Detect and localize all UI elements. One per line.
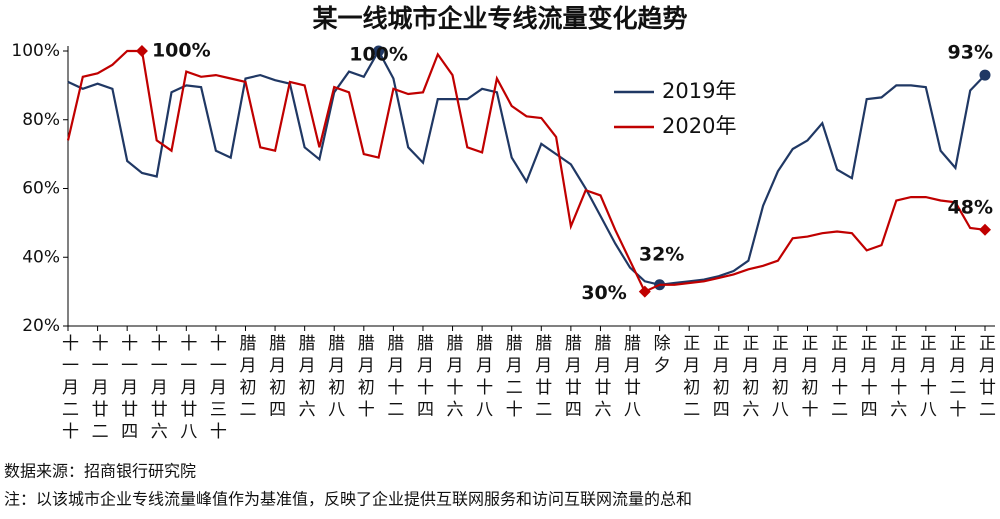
x-tick-label: 正月初四 [709,334,730,422]
data-label: 93% [948,42,993,64]
data-label: 32% [639,243,684,265]
series-line [67,48,986,286]
x-tick-label: 正月初二 [679,334,700,422]
x-tick-label: 腊月初六 [295,334,316,422]
x-tick-label: 腊月十四 [413,334,434,422]
legend-label: 2020年 [662,114,736,138]
x-tick-label: 腊月十二 [383,334,404,422]
x-tick-label: 腊月廿八 [620,334,641,422]
x-tick-label: 腊月廿二 [531,334,552,422]
x-tick-label: 腊月初十 [354,334,375,422]
x-tick-label: 正月十四 [857,334,878,422]
y-tick-label: 20% [22,316,60,336]
chart-title: 某一线城市企业专线流量变化趋势 [312,4,687,33]
footnote: 注：以该城市企业专线流量峰值作为基准值，反映了企业提供互联网服务和访问互联网流量… [4,490,692,509]
data-label: 100% [152,40,211,62]
point-marker [638,285,651,298]
y-tick-label: 40% [22,247,60,267]
x-tick-label: 正月十六 [886,334,907,422]
x-tick-label: 十一月廿四 [117,334,137,444]
legend-label: 2019年 [662,79,736,103]
x-tick-label: 腊月廿四 [561,334,582,422]
source-note: 数据来源：招商银行研究院 [4,462,196,481]
x-tick-label: 正月二十 [945,334,966,422]
x-tick-label: 十一月廿八 [176,334,197,444]
x-tick-label: 腊月初四 [265,334,286,422]
point-marker [979,223,991,236]
y-tick-label: 60% [22,179,60,199]
data-label: 30% [581,282,626,304]
point-marker [979,69,991,81]
x-tick-label: 腊月初二 [235,334,256,422]
series-line [66,49,986,294]
x-tick-label: 正月初八 [768,334,789,422]
x-tick-label: 腊月二十 [502,334,523,422]
x-tick-label: 正月十八 [916,334,937,422]
x-tick-label: 十一月廿六 [147,334,168,444]
x-tick-label: 腊月十八 [472,334,493,422]
x-tick-label: 十一月三十 [206,334,227,444]
x-tick-label: 腊月初八 [324,334,345,422]
x-tick-label: 十一月廿二 [88,334,109,444]
data-label: 100% [349,44,408,66]
x-tick-label: 除夕 [650,334,670,378]
point-marker [135,45,148,57]
point-marker [373,45,385,57]
y-tick-label: 100% [11,41,60,61]
y-tick-label: 80% [22,110,60,130]
x-tick-label: 正月廿二 [975,334,996,422]
x-tick-label: 正月十二 [827,334,848,422]
x-tick-label: 十一月二十 [58,334,79,444]
x-tick-label: 腊月十六 [443,334,464,422]
x-tick-label: 正月初十 [798,334,819,422]
x-tick-label: 腊月廿六 [590,334,611,422]
data-label: 48% [948,196,993,218]
x-tick-label: 正月初六 [738,334,759,422]
